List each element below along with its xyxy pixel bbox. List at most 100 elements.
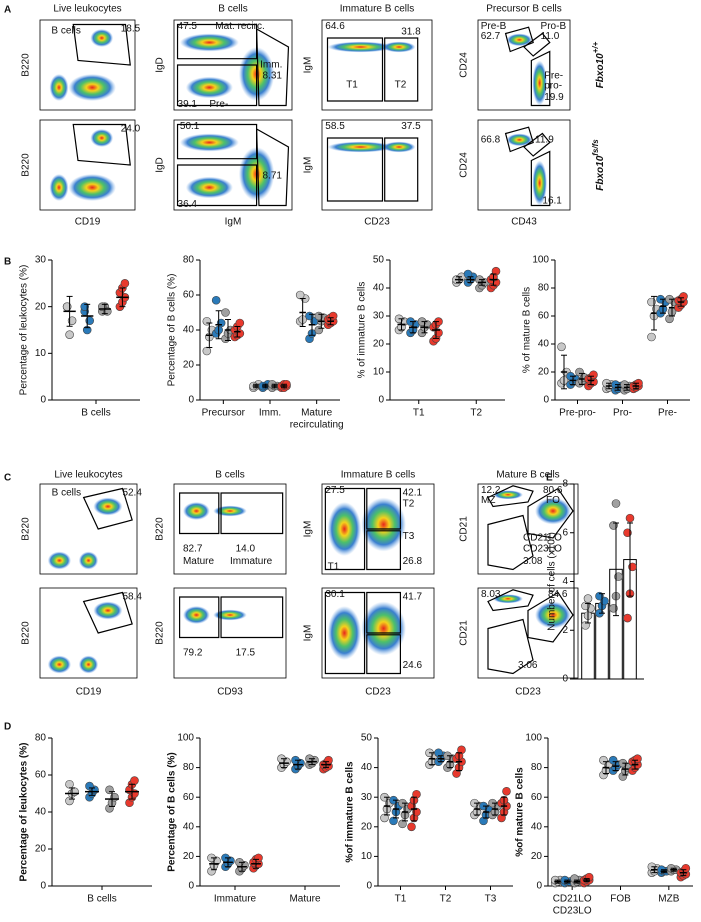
data-point — [120, 279, 130, 288]
gate-label: CD23LO — [523, 543, 562, 554]
cell-density — [185, 76, 233, 99]
gate-label: 27.5 — [325, 485, 345, 496]
column-title: Immature B cells — [340, 4, 414, 15]
x-axis-label: CD93 — [217, 687, 243, 698]
gate-label: 12.2 — [481, 485, 501, 496]
y-axis-label: B220 — [155, 517, 166, 541]
y-tick-label: 10 — [373, 367, 385, 378]
gate — [504, 126, 534, 153]
gate-label: FO — [546, 495, 560, 506]
gate — [72, 123, 131, 166]
gate-label: 52.4 — [122, 488, 142, 499]
gate — [72, 23, 131, 66]
data-point — [463, 269, 473, 279]
y-axis-label: %of mature B cells — [515, 767, 526, 857]
y-tick-label: 0 — [378, 395, 384, 406]
y-axis-label: IgD — [155, 157, 166, 173]
gate — [384, 37, 419, 102]
category-label: Imm. — [259, 408, 281, 419]
gate-label: MZ — [481, 495, 495, 506]
gate-label: 19.9 — [544, 92, 564, 103]
gate — [326, 37, 384, 102]
gate — [366, 487, 401, 530]
cell-density — [49, 74, 69, 101]
gate-label: Imm. — [260, 60, 282, 71]
gate — [366, 530, 401, 571]
y-tick-label: 30 — [35, 255, 47, 266]
flow-plot-frame — [321, 19, 433, 111]
category-label: recirculating — [290, 420, 344, 431]
data-point — [221, 308, 230, 317]
category-label: B cells — [87, 894, 116, 905]
y-axis-label: Number of cells (x10⁷) — [547, 532, 558, 631]
cell-density — [506, 133, 533, 147]
cell-density — [535, 601, 571, 629]
gate-label: T1 — [328, 561, 340, 572]
y-tick-label: 0 — [536, 881, 542, 892]
y-axis-label: B220 — [21, 53, 32, 77]
y-tick-label: 0 — [366, 881, 372, 892]
gate — [324, 487, 366, 571]
cell-density — [90, 129, 114, 147]
cell-density — [382, 41, 416, 53]
gate-label: 37.5 — [401, 121, 421, 132]
y-tick-label: 20 — [183, 851, 195, 862]
category-label: Pre-pro- — [559, 408, 596, 419]
data-point — [434, 748, 443, 758]
data-point — [235, 318, 245, 328]
gate-label: 82.7 — [183, 543, 203, 554]
gate-label: 66.8 — [481, 134, 501, 145]
column-title: B cells — [215, 470, 244, 481]
y-axis-label: Percentage of leukocytes (%) — [19, 265, 30, 396]
y-tick-label: 20 — [35, 844, 47, 855]
y-tick-label: 60 — [538, 311, 550, 322]
gate-label: 14.0 — [236, 543, 256, 554]
data-point — [502, 786, 511, 796]
cell-density — [179, 33, 239, 52]
gate-label: Immature — [230, 556, 273, 567]
gate — [527, 487, 574, 539]
column-title: B cells — [218, 4, 247, 15]
cell-density — [532, 160, 547, 206]
data-point — [380, 813, 389, 823]
y-axis-label: CD21 — [459, 516, 470, 542]
y-tick-label: 80 — [183, 762, 195, 773]
gate-label: 24.6 — [403, 660, 423, 671]
y-axis-label: B220 — [21, 517, 32, 541]
data-point — [65, 779, 74, 789]
x-axis-label: CD19 — [75, 217, 101, 228]
data-point — [407, 822, 416, 832]
y-axis-label: %of immature B cells — [345, 761, 356, 863]
gate-label: CD21LO — [523, 533, 562, 544]
gate-label: 41.7 — [403, 592, 423, 603]
column-title: Live leukocytes — [54, 470, 122, 481]
gate-label: 62.7 — [481, 31, 501, 42]
genotype-label: Fbxo10fs/fs — [591, 139, 606, 191]
gate-label: 11.9 — [535, 134, 554, 145]
gate-label: Pre- — [209, 99, 228, 110]
y-tick-label: 0 — [543, 395, 549, 406]
gate-label: 80.6 — [543, 485, 563, 496]
cell-density — [327, 41, 394, 53]
y-tick-label: 50 — [373, 255, 385, 266]
gate — [487, 485, 534, 508]
column-title: Live leukocytes — [53, 4, 121, 15]
panel-letter: E — [546, 473, 553, 484]
y-tick-label: 0 — [188, 395, 194, 406]
gate — [255, 127, 290, 207]
x-axis-label: CD19 — [76, 687, 102, 698]
y-axis-label: IgM — [303, 625, 314, 642]
y-tick-label: 40 — [531, 821, 543, 832]
cell-density — [78, 655, 99, 674]
category-label: Immature — [214, 894, 257, 905]
category-label: MZB — [658, 894, 679, 905]
data-point — [202, 346, 212, 356]
panel-letter: A — [4, 5, 11, 16]
cell-density — [361, 497, 406, 552]
data-point — [557, 342, 566, 352]
flow-plot-frame — [173, 483, 287, 575]
data-point — [130, 776, 139, 785]
category-label: T2 — [440, 894, 452, 905]
category-label: FOB — [610, 894, 631, 905]
y-axis-label: CD21 — [459, 620, 470, 646]
